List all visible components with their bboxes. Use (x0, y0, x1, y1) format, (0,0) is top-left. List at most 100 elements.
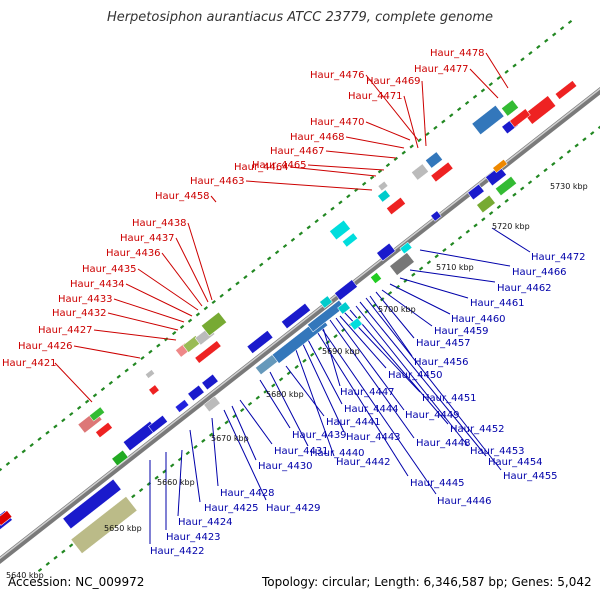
kbp-label: 5700 kbp (378, 305, 416, 314)
kbp-label: 5690 kbp (322, 347, 360, 356)
gene-label: Haur_4452 (450, 424, 505, 435)
gene-feature (376, 242, 396, 262)
tick-mark-upper (243, 275, 248, 280)
leader-line (365, 121, 411, 141)
tick-mark-lower (37, 567, 43, 573)
gene-label: Haur_4426 (18, 341, 73, 352)
gene-feature (386, 196, 406, 216)
leader-line (365, 74, 419, 141)
tick-mark-upper (37, 436, 42, 441)
tick-mark-upper (449, 113, 454, 118)
kbp-label: 5640 kbp (6, 571, 44, 580)
gene-label: Haur_4461 (470, 298, 525, 309)
gene-feature (501, 99, 519, 117)
gene-label: Haur_4438 (132, 218, 187, 229)
tick-mark-upper (13, 455, 19, 460)
tick-mark-upper (464, 100, 470, 105)
gene-label: Haur_4464 (234, 162, 289, 173)
gene-label: Haur_4434 (70, 279, 125, 290)
gene-label: Haur_4476 (310, 70, 365, 81)
gene-feature (425, 151, 443, 169)
gene-label: Haur_4457 (416, 338, 471, 349)
kbp-label: 5670 kbp (211, 434, 249, 443)
gene-feature (430, 161, 454, 183)
gene-label: Haur_4428 (220, 488, 275, 499)
tick-mark-lower (278, 377, 284, 382)
tick-mark-lower (247, 401, 253, 406)
gene-feature (377, 189, 391, 203)
gene-feature (467, 183, 485, 201)
tick-mark-upper (140, 355, 145, 361)
leader-line (301, 341, 345, 433)
accession-text: Accession: NC_009972 (8, 575, 145, 589)
leader-line (239, 399, 273, 445)
gene-feature (370, 272, 382, 284)
gene-feature (337, 301, 351, 315)
tick-mark-lower (294, 364, 299, 370)
tick-mark-lower (208, 432, 214, 437)
tick-mark-upper (187, 318, 193, 323)
tick-mark-upper (488, 82, 494, 87)
gene-feature (95, 421, 113, 439)
gene-label: Haur_4463 (190, 176, 245, 187)
tick-mark-upper (266, 256, 272, 261)
leader-lines (54, 52, 531, 544)
gene-label: Haur_4467 (270, 146, 325, 157)
leader-line (211, 417, 219, 487)
tick-mark-lower (387, 291, 393, 296)
tick-mark-lower (240, 407, 245, 413)
gene-feature (246, 330, 274, 354)
gene-label: Haur_4424 (178, 517, 233, 528)
tick-mark-upper (377, 169, 383, 174)
topology-text: Topology: circular; Length: 6,346,587 bp… (262, 575, 592, 589)
tick-mark-lower (582, 137, 587, 142)
tick-mark-upper (124, 368, 129, 373)
leader-line (355, 305, 469, 447)
tick-mark-upper (29, 443, 34, 448)
gene-label: Haur_4425 (204, 503, 259, 514)
leader-line (210, 195, 217, 203)
tick-mark-upper (0, 467, 3, 472)
gene-label: Haur_4445 (410, 478, 465, 489)
kbp-label: 5710 kbp (436, 263, 474, 272)
gene-feature (200, 311, 228, 337)
leader-line (259, 379, 291, 429)
gene-label: Haur_4443 (346, 432, 401, 443)
gene-feature (476, 194, 496, 214)
tick-mark-upper (567, 19, 573, 25)
tick-mark-upper (520, 57, 525, 62)
gene-feature (70, 496, 138, 554)
tick-mark-lower (450, 241, 455, 246)
tick-mark-lower (286, 371, 292, 376)
gene-label: Haur_4459 (434, 326, 489, 337)
tick-mark-upper (203, 306, 209, 311)
tick-mark-lower (45, 561, 50, 566)
tick-mark-upper (211, 299, 216, 305)
gene-feature (88, 406, 106, 422)
kbp-label: 5720 kbp (492, 222, 530, 231)
tick-mark-upper (251, 268, 256, 273)
gene-label: Haur_4421 (2, 358, 57, 369)
kbp-markers: 5640 kbp 5650 kbp 5660 kbp 5670 kbp 5680 kbp… (6, 182, 588, 580)
tick-mark-lower (68, 543, 74, 548)
gene-feature (111, 449, 129, 467)
tick-mark-upper (322, 212, 327, 217)
leader-line (295, 349, 335, 457)
tick-mark-lower (481, 217, 486, 222)
gene-label: Haur_4422 (150, 546, 205, 557)
gene-label: Haur_4468 (290, 132, 345, 143)
leader-line (491, 227, 531, 253)
tick-mark-lower (201, 438, 206, 443)
gene-label: Haur_4446 (437, 496, 492, 507)
leader-line (369, 295, 413, 357)
gene-feature (377, 180, 389, 192)
gene-feature (411, 163, 429, 181)
gene-feature (187, 384, 205, 402)
gene-label: Haur_4430 (258, 461, 313, 472)
tick-mark-upper (536, 44, 541, 49)
gene-feature (307, 299, 345, 333)
gene-label: Haur_4429 (266, 503, 321, 514)
tick-mark-upper (179, 324, 185, 329)
gene-label: Haur_4470 (310, 117, 365, 128)
tick-mark-lower (551, 161, 556, 166)
